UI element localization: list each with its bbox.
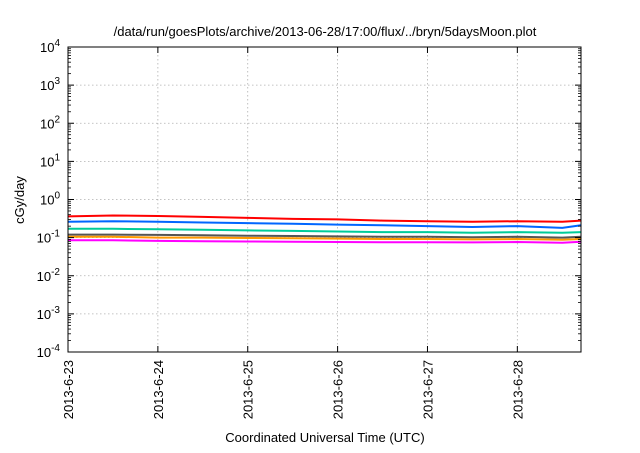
grid <box>68 47 581 352</box>
x-tick-label: 2013-6-27 <box>420 360 435 419</box>
y-tick-label: 10-1 <box>37 229 61 246</box>
y-tick-label: 10-3 <box>37 305 61 322</box>
ticks: 10-4 10-3 10-2 10-1 100 101 102 103 104 2013-6-23… <box>37 38 581 419</box>
series-line <box>68 239 582 244</box>
x-axis-label: Coordinated Universal Time (UTC) <box>225 430 424 445</box>
series-line <box>68 235 582 241</box>
series-line <box>68 227 582 234</box>
x-tick-label: 2013-6-25 <box>241 360 256 419</box>
x-tick-label: 2013-6-24 <box>151 360 166 419</box>
y-axis-label: cGy/day <box>12 176 27 224</box>
x-tick-label: 2013-6-26 <box>331 360 346 419</box>
series-line <box>68 233 582 239</box>
y-tick-label: 101 <box>40 152 60 169</box>
x-tick-label: 2013-6-28 <box>510 360 525 419</box>
series-line <box>67 214 582 223</box>
y-tick-label: 10-4 <box>37 343 61 360</box>
y-tick-label: 102 <box>40 114 60 131</box>
y-tick-label: 103 <box>40 76 60 93</box>
chart-title: /data/run/goesPlots/archive/2013-06-28/1… <box>114 24 537 39</box>
y-tick-label: 104 <box>40 38 60 55</box>
series-line <box>67 220 582 229</box>
series-group <box>67 214 582 244</box>
y-tick-label: 100 <box>40 191 60 208</box>
x-tick-label: 2013-6-23 <box>61 360 76 419</box>
y-tick-label: 10-2 <box>37 267 61 284</box>
